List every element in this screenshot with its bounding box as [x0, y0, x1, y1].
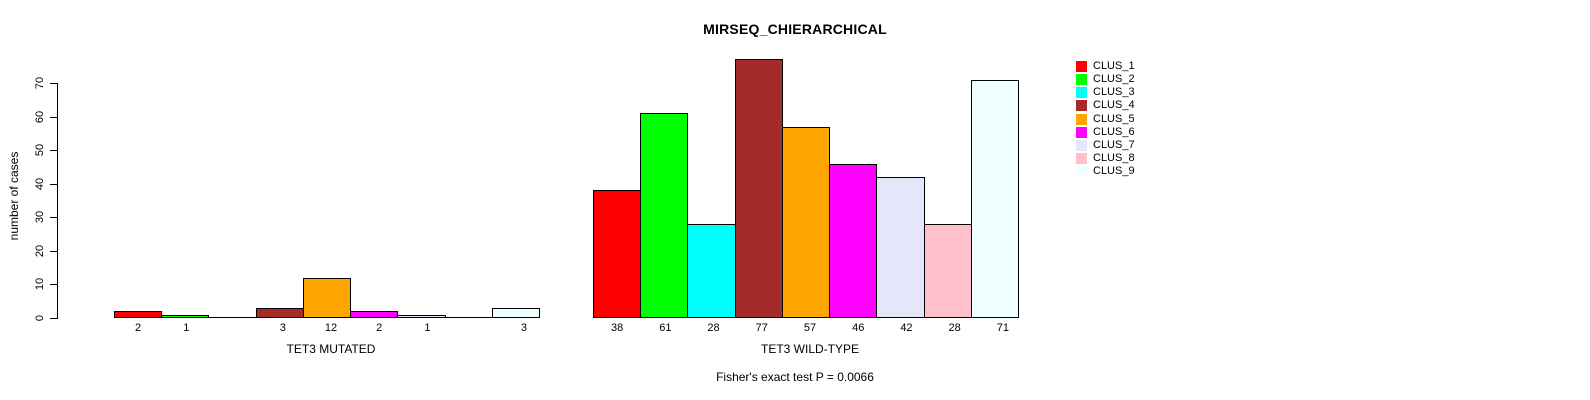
legend-swatch-icon	[1076, 126, 1087, 138]
legend-label: CLUS_7	[1093, 138, 1135, 151]
bar-clus_6	[829, 164, 878, 318]
legend-swatch-icon	[1076, 139, 1087, 151]
bar-clus_5	[302, 278, 352, 318]
bar-clus_3	[687, 224, 736, 318]
y-axis-tick-label: 0	[34, 314, 46, 322]
bar-clus_3	[208, 317, 257, 318]
bar-value-label: 12	[324, 322, 338, 334]
y-axis-tick-label: 30	[34, 210, 46, 224]
bar-group-tet3-wild-type	[593, 59, 1027, 318]
bar-clus_2	[640, 113, 689, 318]
bar-value-label: 2	[135, 322, 142, 334]
legend-item: CLUS_4	[1076, 99, 1135, 112]
bar-clus_9	[970, 80, 1019, 318]
legend-item: CLUS_2	[1076, 73, 1135, 86]
bar-clus_4	[255, 308, 304, 318]
bar-clus_5	[781, 127, 831, 318]
legend-swatch-icon	[1076, 113, 1087, 125]
bar-value-label: 77	[755, 322, 768, 334]
legend-label: CLUS_3	[1093, 86, 1135, 99]
legend: CLUS_1 CLUS_2 CLUS_3 CLUS_4 CLUS_5 CLUS_6 CLUS…	[1076, 60, 1135, 178]
legend-item: CLUS_9	[1076, 165, 1135, 178]
bar-value-label: 3	[520, 322, 527, 334]
fisher-test-caption: Fisher's exact test P = 0.0066	[716, 370, 874, 384]
bar-value-label: 2	[376, 322, 383, 334]
bar-value-label: 28	[707, 322, 720, 334]
y-axis-tick	[50, 83, 57, 84]
bar-value-label: 3	[279, 322, 286, 334]
legend-item: CLUS_6	[1076, 126, 1135, 139]
legend-item: CLUS_8	[1076, 152, 1135, 165]
legend-label: CLUS_4	[1093, 99, 1135, 112]
y-axis-tick-label: 70	[34, 76, 46, 90]
legend-item: CLUS_1	[1076, 60, 1135, 73]
bar-clus_8	[923, 224, 972, 318]
y-axis-tick	[50, 251, 57, 252]
legend-item: CLUS_5	[1076, 113, 1135, 126]
y-axis-tick-label: 50	[34, 143, 46, 157]
y-axis-line	[57, 83, 58, 319]
bar-value-labels-wild-type: 38 61 28 77 57 46 42 28 71	[593, 322, 1027, 335]
legend-item: CLUS_3	[1076, 86, 1135, 99]
bar-clus_7	[876, 177, 925, 318]
bar-value-label: 57	[803, 322, 817, 334]
legend-swatch-icon	[1076, 100, 1087, 112]
bar-value-labels-mutated: 2 1 3 12 2 1 3	[114, 322, 548, 335]
bar-value-label: 71	[996, 322, 1009, 334]
legend-label: CLUS_8	[1093, 152, 1135, 165]
y-axis-tick	[50, 284, 57, 285]
legend-swatch-icon	[1076, 87, 1087, 99]
legend-label: CLUS_5	[1093, 112, 1135, 125]
y-axis-tick	[50, 318, 57, 319]
y-axis-tick	[50, 150, 57, 151]
chart-title: MIRSEQ_CHIERARCHICAL	[703, 21, 887, 37]
legend-label: CLUS_2	[1093, 73, 1135, 86]
legend-swatch-icon	[1076, 153, 1087, 165]
bar-clus_1	[114, 311, 163, 318]
y-axis-tick-label: 10	[34, 277, 46, 291]
bar-clus_1	[593, 190, 642, 318]
x-axis-label-tet3-wild-type: TET3 WILD-TYPE	[760, 342, 859, 356]
bar-value-label: 38	[610, 322, 624, 334]
bar-clus_4	[734, 59, 783, 318]
bar-group-tet3-mutated	[114, 83, 548, 318]
bar-clus_9	[491, 308, 540, 318]
y-axis-tick-label: 20	[34, 244, 46, 258]
legend-label: CLUS_1	[1093, 60, 1135, 73]
bar-value-label: 28	[948, 322, 961, 334]
y-axis-title: number of cases	[7, 151, 21, 241]
y-axis-tick	[50, 217, 57, 218]
bar-value-label: 61	[659, 322, 672, 334]
legend-swatch-icon	[1076, 74, 1087, 86]
legend-label: CLUS_6	[1093, 125, 1135, 138]
bar-clus_7	[397, 315, 446, 318]
y-axis-tick-label: 60	[34, 110, 46, 124]
x-axis-label-tet3-mutated: TET3 MUTATED	[286, 342, 376, 356]
bar-value-label: 46	[852, 322, 865, 334]
bar-clus_2	[161, 315, 210, 318]
legend-item: CLUS_7	[1076, 139, 1135, 152]
legend-swatch-icon	[1076, 61, 1087, 73]
y-axis-tick-label: 40	[34, 177, 46, 191]
bar-value-label: 1	[183, 322, 190, 334]
bar-clus_8	[444, 317, 493, 318]
y-axis-tick	[50, 117, 57, 118]
bar-value-label: 42	[900, 322, 913, 334]
legend-label: CLUS_9	[1093, 165, 1135, 178]
bar-clus_6	[350, 311, 399, 318]
legend-swatch-icon	[1076, 166, 1087, 178]
y-axis-tick	[50, 184, 57, 185]
bar-value-label: 1	[424, 322, 431, 334]
